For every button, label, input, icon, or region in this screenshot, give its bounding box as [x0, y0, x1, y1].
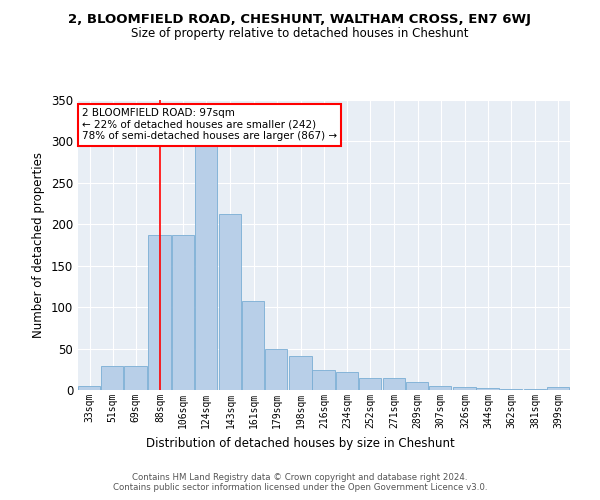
- Bar: [101, 366, 124, 390]
- Text: 2, BLOOMFIELD ROAD, CHESHUNT, WALTHAM CROSS, EN7 6WJ: 2, BLOOMFIELD ROAD, CHESHUNT, WALTHAM CR…: [68, 12, 532, 26]
- Text: Contains HM Land Registry data © Crown copyright and database right 2024.
Contai: Contains HM Land Registry data © Crown c…: [113, 472, 487, 492]
- Bar: [172, 235, 194, 390]
- Bar: [454, 386, 476, 390]
- Bar: [500, 389, 522, 390]
- Bar: [194, 146, 217, 390]
- Bar: [524, 389, 546, 390]
- Bar: [406, 382, 428, 390]
- Bar: [476, 388, 499, 390]
- Text: 2 BLOOMFIELD ROAD: 97sqm
← 22% of detached houses are smaller (242)
78% of semi-: 2 BLOOMFIELD ROAD: 97sqm ← 22% of detach…: [82, 108, 337, 142]
- Bar: [124, 366, 146, 390]
- Bar: [242, 302, 265, 390]
- Bar: [313, 370, 335, 390]
- Bar: [429, 386, 451, 390]
- Bar: [383, 378, 406, 390]
- Bar: [335, 372, 358, 390]
- Bar: [78, 386, 100, 390]
- Text: Distribution of detached houses by size in Cheshunt: Distribution of detached houses by size …: [146, 438, 454, 450]
- Bar: [359, 378, 381, 390]
- Bar: [219, 214, 241, 390]
- Bar: [289, 356, 312, 390]
- Y-axis label: Number of detached properties: Number of detached properties: [32, 152, 46, 338]
- Bar: [547, 386, 569, 390]
- Bar: [148, 235, 171, 390]
- Text: Size of property relative to detached houses in Cheshunt: Size of property relative to detached ho…: [131, 28, 469, 40]
- Bar: [265, 348, 287, 390]
